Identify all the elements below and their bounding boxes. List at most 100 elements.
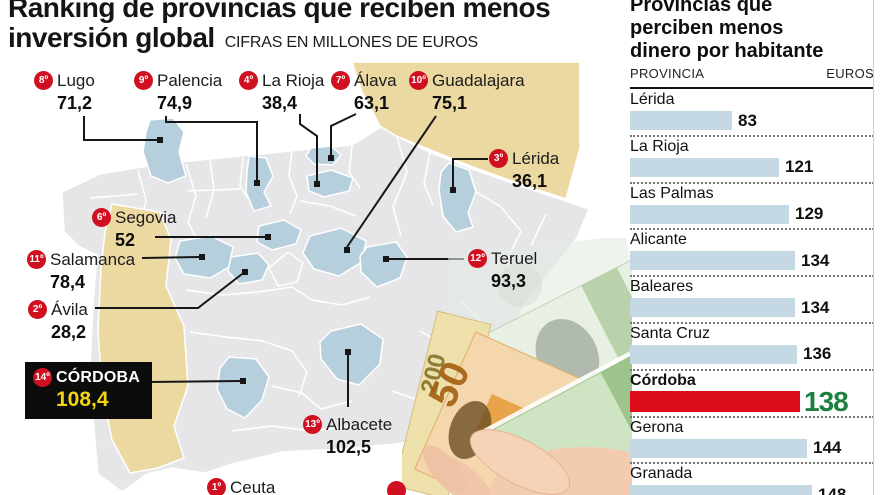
province-name: Guadalajara bbox=[432, 70, 525, 90]
bar-row-cordoba: Córdoba 138 bbox=[630, 371, 874, 418]
rank-badge-cutoff bbox=[387, 481, 406, 495]
province-lugo bbox=[142, 117, 187, 184]
province-value: 78,4 bbox=[50, 272, 86, 292]
province-value: 74,9 bbox=[157, 93, 193, 113]
bar-value: 121 bbox=[785, 157, 814, 177]
bar-row: Alicante 134 bbox=[630, 230, 874, 278]
province-cordoba bbox=[216, 356, 270, 419]
map-label-ceuta: 1º Ceuta bbox=[207, 478, 275, 495]
column-header-euros: EUROS bbox=[826, 66, 874, 81]
province-name: Albacete bbox=[326, 414, 393, 434]
province-name: Ávila bbox=[51, 299, 88, 319]
province-name: Segovia bbox=[115, 207, 177, 227]
rank-badge: 7º bbox=[331, 71, 350, 90]
rank-badge: 3º bbox=[489, 149, 508, 168]
province-value: 36,1 bbox=[512, 171, 548, 191]
row-province-name: Las Palmas bbox=[630, 184, 714, 202]
bar bbox=[630, 111, 732, 130]
bar-row: Granada 148 bbox=[630, 464, 874, 495]
row-province-name: Alicante bbox=[630, 231, 687, 249]
bar bbox=[630, 485, 812, 495]
title-line1: Ranking de provincias que reciben menos bbox=[8, 0, 551, 23]
map-label-salamanca: 11º Salamanca 78,4 bbox=[27, 250, 135, 293]
connector-lines bbox=[83, 113, 488, 407]
row-province-name: Granada bbox=[630, 465, 693, 483]
page-subtitle: CIFRAS EN MILLONES DE EUROS bbox=[224, 34, 479, 51]
province-name: La Rioja bbox=[262, 70, 325, 90]
bar bbox=[630, 298, 795, 318]
row-province-name: Baleares bbox=[630, 278, 694, 296]
bar-value: 136 bbox=[803, 344, 832, 364]
map-label-lerida: 3º Lérida 36,1 bbox=[489, 149, 559, 192]
france-region bbox=[350, 61, 581, 200]
bar bbox=[630, 157, 779, 177]
province-la-rioja bbox=[306, 169, 354, 198]
column-header-provincia: PROVINCIA bbox=[630, 66, 705, 81]
bar bbox=[630, 438, 807, 458]
rank-badge: 10º bbox=[409, 71, 428, 90]
province-teruel bbox=[359, 241, 408, 288]
province-name: Palencia bbox=[157, 70, 223, 90]
hand bbox=[423, 429, 632, 495]
province-value: 75,1 bbox=[432, 93, 468, 113]
province-name: Salamanca bbox=[50, 249, 136, 269]
map-label-segovia: 6º Segovia 52 bbox=[92, 208, 176, 251]
map-label-albacete: 13º Albacete 102,5 bbox=[303, 415, 392, 458]
bar-row: La Rioja 121 bbox=[630, 137, 874, 184]
row-province-name: Córdoba bbox=[630, 371, 696, 389]
bar-value: 129 bbox=[795, 204, 824, 224]
rank-badge: 8º bbox=[34, 71, 53, 90]
rank-badge: 12º bbox=[468, 249, 487, 268]
province-segovia bbox=[256, 219, 302, 251]
sidebar-title: Provincias que perciben menos dinero por… bbox=[630, 0, 824, 62]
province-value: 63,1 bbox=[354, 93, 390, 113]
bar-value: 148 bbox=[818, 484, 847, 495]
title-line2: inversión global bbox=[8, 22, 215, 53]
right-edge-divider bbox=[873, 0, 874, 495]
province-name: Álava bbox=[354, 70, 397, 90]
cordoba-callout: 14º CÓRDOBA 108,4 bbox=[25, 362, 153, 419]
province-guadalajara bbox=[302, 227, 367, 277]
province-value: 108,4 bbox=[56, 388, 109, 411]
rank-badge: 13º bbox=[303, 415, 322, 434]
map-label-la-rioja: 4º La Rioja 38,4 bbox=[239, 71, 324, 114]
bar-value: 83 bbox=[738, 110, 757, 130]
map-label-avila: 2º Ávila 28,2 bbox=[28, 300, 88, 343]
bar-row: Las Palmas 129 bbox=[630, 184, 874, 231]
province-name: CÓRDOBA bbox=[56, 368, 141, 386]
bar-value: 134 bbox=[801, 297, 830, 317]
province-value: 93,3 bbox=[491, 271, 527, 291]
map-label-palencia: 9º Palencia 74,9 bbox=[134, 71, 222, 114]
bar-value: 144 bbox=[813, 438, 842, 458]
bar-value: 138 bbox=[804, 385, 849, 417]
rank-badge: 2º bbox=[28, 300, 47, 319]
province-value: 52 bbox=[115, 230, 136, 250]
row-province-name: Lérida bbox=[630, 91, 675, 108]
map-label-teruel: 12º Teruel 93,3 bbox=[468, 249, 537, 292]
bar-row: Baleares 134 bbox=[630, 277, 874, 324]
row-province-name: Santa Cruz bbox=[630, 324, 711, 342]
ghost-arch bbox=[498, 263, 542, 307]
province-value: 71,2 bbox=[57, 93, 93, 113]
page-title: Ranking de provincias que reciben menos … bbox=[8, 0, 551, 58]
rank-badge: 6º bbox=[92, 208, 111, 227]
province-albacete bbox=[319, 323, 384, 386]
rank-badge: 14º bbox=[33, 368, 52, 387]
province-value: 102,5 bbox=[326, 437, 372, 457]
province-value: 38,4 bbox=[262, 93, 298, 113]
bar bbox=[630, 344, 797, 364]
bar-row: Santa Cruz 136 bbox=[630, 324, 874, 371]
province-lerida bbox=[438, 162, 477, 233]
rank-badge: 11º bbox=[27, 250, 46, 269]
rank-badge: 4º bbox=[239, 71, 258, 90]
bar bbox=[630, 251, 795, 271]
map-label-lugo: 8º Lugo 71,2 bbox=[34, 71, 95, 114]
bar-row: Lérida 83 bbox=[630, 90, 874, 137]
rank-badge: 9º bbox=[134, 71, 153, 90]
rank-badge: 1º bbox=[207, 478, 226, 495]
bar-row: Gerona 144 bbox=[630, 418, 874, 465]
province-name: Ceuta bbox=[230, 477, 276, 495]
map-label-guadalajara: 10º Guadalajara 75,1 bbox=[409, 71, 525, 114]
